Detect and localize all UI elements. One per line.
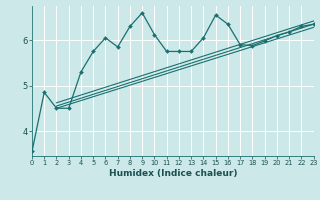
X-axis label: Humidex (Indice chaleur): Humidex (Indice chaleur): [108, 169, 237, 178]
